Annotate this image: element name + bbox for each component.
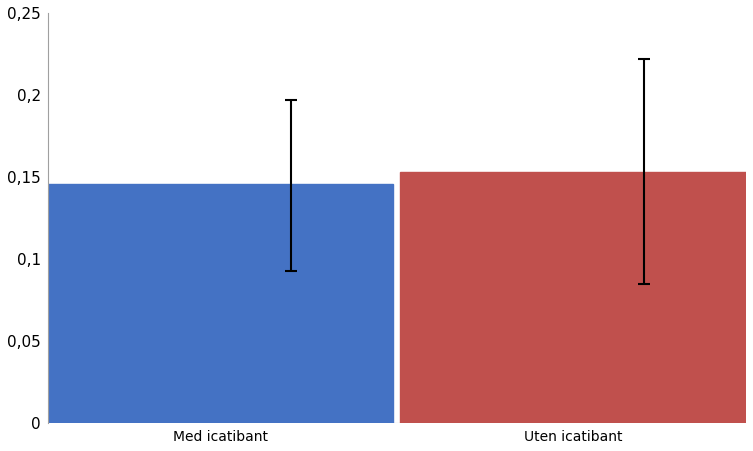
Bar bbox=[401, 172, 746, 423]
Bar bbox=[47, 184, 393, 423]
